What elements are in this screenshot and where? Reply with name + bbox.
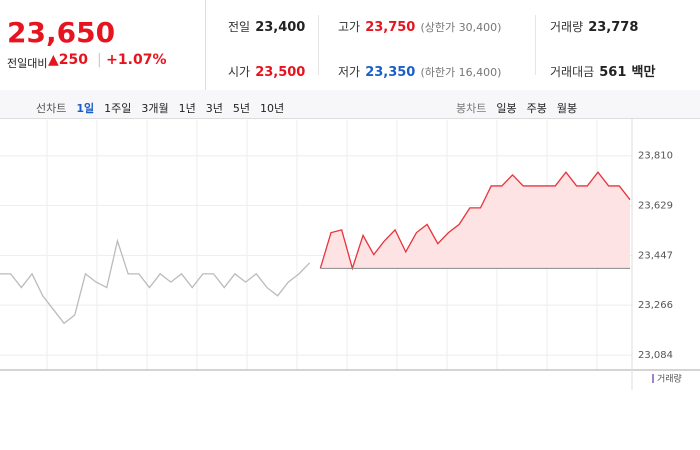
candle-tabs: 봉차트 일봉 주봉 월봉 — [456, 97, 587, 116]
change-label: 전일대비 — [7, 57, 48, 70]
chart: 23,084 23,266 23,447 23,629 23,810 거래량 — [0, 118, 700, 390]
divider — [205, 0, 206, 90]
tab-bar — [0, 90, 700, 119]
tab-label: 선차트 — [36, 102, 67, 115]
volume-legend-swatch — [652, 374, 654, 383]
candle-tab[interactable]: 주봉 — [526, 102, 547, 115]
line-tabs: 선차트 1일 1주일 3개월 1년 3년 5년 10년 — [36, 97, 294, 116]
tab-label: 봉차트 — [456, 102, 487, 115]
stat: 고가 23,750 (상한가 30,400) — [338, 16, 501, 35]
stat-divider — [318, 15, 319, 75]
stat-label: 시가 — [228, 65, 251, 79]
stat-label: 저가 — [338, 65, 361, 79]
stat-value: 23,778 — [588, 20, 639, 35]
stat-note: (하한가 16,400) — [420, 66, 502, 79]
y-tick-label: 23,447 — [638, 250, 673, 261]
stat: 거래대금 561 백만 — [550, 61, 655, 80]
rate: +1.07% — [106, 52, 167, 68]
change-rate: | +1.07% — [97, 52, 167, 68]
y-tick-label: 23,810 — [638, 151, 673, 162]
stat-value: 23,750 — [365, 20, 416, 35]
stat-unit: 백만 — [631, 65, 656, 80]
change: ▲250 — [48, 52, 88, 68]
volume-label: 거래량 — [657, 373, 682, 385]
current-price: 23,650 — [7, 16, 116, 49]
stat-value: 561 — [599, 65, 627, 80]
stat-label: 전일 — [228, 20, 251, 34]
stat-divider — [535, 15, 536, 75]
stat-label: 고가 — [338, 20, 361, 34]
price-line — [319, 171, 631, 271]
price-line — [0, 238, 311, 325]
stat: 저가 23,350 (하한가 16,400) — [338, 61, 501, 80]
stat-note: (상한가 30,400) — [420, 21, 502, 34]
stat-value: 23,350 — [365, 65, 416, 80]
y-tick-label: 23,629 — [638, 200, 673, 211]
period-tab[interactable]: 5년 — [232, 102, 251, 115]
stat-value: 23,400 — [255, 20, 306, 35]
stat: 시가 23,500 — [228, 61, 305, 80]
candle-tab[interactable]: 일봉 — [496, 102, 517, 115]
stat-label: 거래량 — [550, 20, 584, 34]
area-fill — [320, 172, 630, 269]
stat-value: 23,500 — [255, 65, 306, 80]
y-tick-label: 23,084 — [638, 350, 673, 361]
change-value: 250 — [58, 52, 89, 68]
up-icon: ▲ — [48, 52, 59, 68]
period-tab[interactable]: 10년 — [260, 102, 285, 115]
period-tab[interactable]: 3개월 — [141, 102, 169, 115]
stat: 거래량 23,778 — [550, 16, 638, 35]
period-tab[interactable]: 1주일 — [104, 102, 132, 115]
stat-label: 거래대금 — [550, 65, 595, 79]
stat: 전일 23,400 — [228, 16, 305, 35]
period-tab[interactable]: 1년 — [178, 102, 196, 115]
y-tick-label: 23,266 — [638, 300, 673, 311]
period-tab[interactable]: 1일 — [76, 102, 95, 115]
period-tab[interactable]: 3년 — [205, 102, 223, 115]
candle-tab[interactable]: 월봉 — [556, 102, 578, 115]
